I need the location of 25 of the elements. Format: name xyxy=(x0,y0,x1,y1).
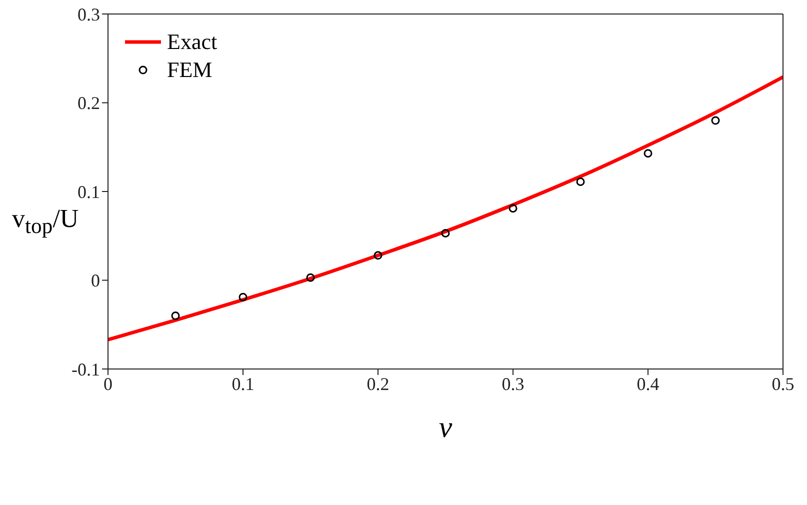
x-axis-title: ν xyxy=(438,411,453,444)
y-axis-title: v$_{top}$/U xyxy=(12,204,79,238)
legend-label: FEM xyxy=(167,57,212,83)
legend-label: Exact xyxy=(167,29,218,55)
point xyxy=(508,204,518,213)
point xyxy=(238,292,248,302)
y-tick-label: -0.1 xyxy=(72,359,100,380)
point xyxy=(576,177,585,186)
x-tick-label: 0.1 xyxy=(232,374,254,394)
x-tick-label: 0 xyxy=(104,374,112,394)
point xyxy=(306,273,315,282)
x-tick-label: 0.4 xyxy=(636,374,660,394)
x-tick-label: 0.3 xyxy=(502,374,524,394)
point xyxy=(171,312,180,320)
line-series xyxy=(108,75,783,342)
x-tick-label: 0.2 xyxy=(366,374,390,394)
y-tick-label: 0.3 xyxy=(78,4,100,24)
y-tick-label: 0.1 xyxy=(78,182,100,202)
point xyxy=(711,116,720,125)
y-tick-label: 0.2 xyxy=(78,93,100,114)
point xyxy=(644,149,652,158)
point xyxy=(441,228,450,238)
point xyxy=(374,251,382,260)
y-tick-label: 0 xyxy=(91,270,100,291)
x-tick-label: 0.5 xyxy=(772,374,794,394)
